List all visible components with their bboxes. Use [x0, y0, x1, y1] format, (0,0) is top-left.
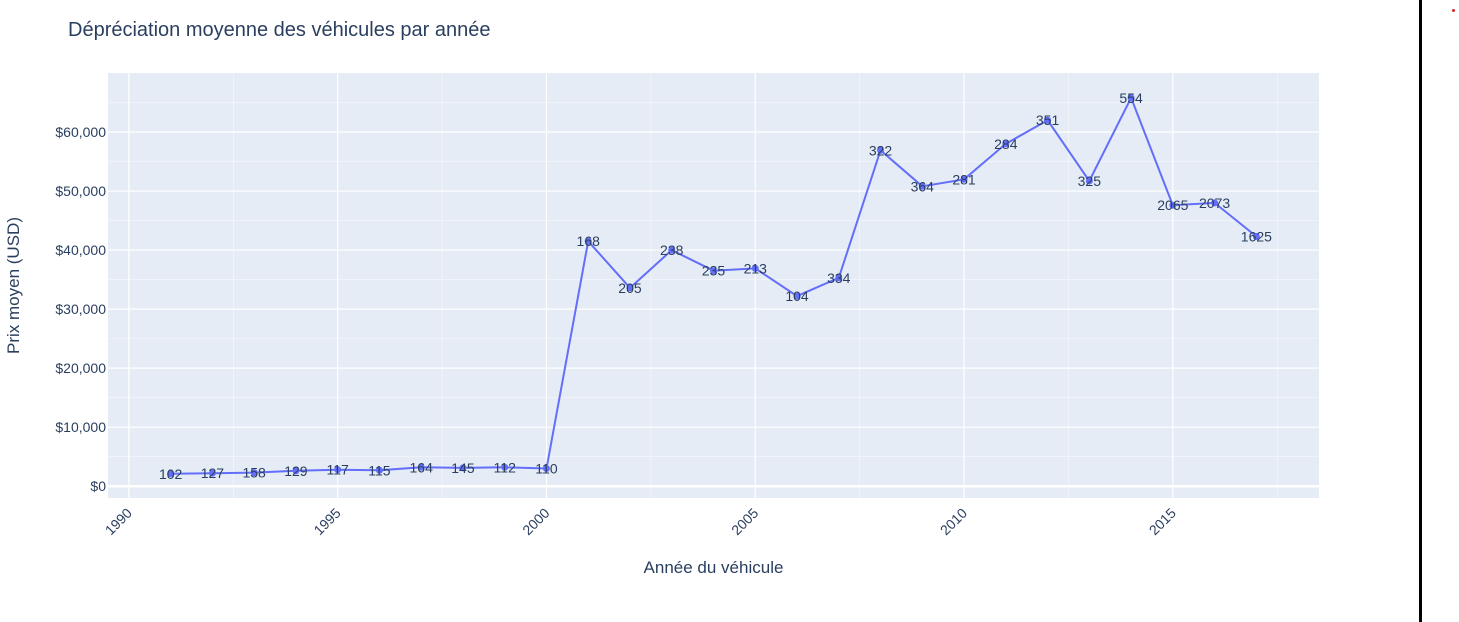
data-label: 158 [242, 465, 266, 481]
data-point [417, 463, 425, 471]
indicator-dot [1452, 9, 1455, 12]
series-markers [167, 94, 1260, 478]
data-point [1085, 177, 1093, 185]
data-point [1169, 201, 1177, 209]
data-label: 127 [201, 465, 225, 481]
data-label: 164 [410, 459, 434, 475]
data-label: 115 [368, 462, 391, 478]
chart-title: Dépréciation moyenne des véhicules par a… [68, 19, 491, 41]
data-point [668, 246, 676, 254]
data-point [793, 292, 801, 300]
data-label: 110 [535, 460, 558, 476]
y-axis-ticks: $0 $10,000 $20,000 $30,000 $40,000 $50,000 $60… [55, 124, 106, 494]
data-point [626, 284, 634, 292]
data-point [835, 274, 843, 282]
x-tick-label: 1995 [310, 505, 343, 538]
data-point [501, 463, 509, 471]
data-label: 145 [451, 460, 475, 476]
x-tick-label: 1990 [102, 505, 135, 538]
y-tick-label: $0 [90, 478, 106, 494]
grid-lines [108, 73, 1319, 498]
data-point [459, 464, 467, 472]
data-point [167, 470, 175, 478]
data-label: 235 [702, 263, 726, 279]
data-label: 117 [327, 462, 350, 478]
data-point [960, 175, 968, 183]
data-point [877, 146, 885, 154]
data-label: 205 [618, 280, 642, 296]
data-point [375, 466, 383, 474]
data-label: 284 [994, 136, 1018, 152]
data-point [584, 237, 592, 245]
data-label: 102 [159, 466, 183, 482]
data-point [250, 469, 258, 477]
data-point [292, 467, 300, 475]
data-label: 168 [577, 233, 601, 249]
data-point [1252, 233, 1260, 241]
data-label: 112 [494, 459, 517, 475]
data-label: 351 [1036, 112, 1060, 128]
data-point [1127, 94, 1135, 102]
x-tick-label: 2015 [1146, 505, 1179, 538]
data-label: 1625 [1241, 229, 1272, 245]
window-edge-divider [1419, 0, 1422, 622]
y-tick-label: $10,000 [55, 419, 106, 435]
data-point [334, 466, 342, 474]
data-labels: 102 127 158 129 117 115 164 145 112 110 168 205 238 2… [159, 90, 1272, 482]
data-point [918, 182, 926, 190]
data-label: 322 [869, 142, 893, 158]
plot-area [108, 73, 1319, 498]
data-label: 554 [1119, 90, 1143, 106]
data-label: 2073 [1199, 195, 1230, 211]
data-label: 2065 [1157, 197, 1188, 213]
y-tick-label: $60,000 [55, 124, 106, 140]
x-axis-title: Année du véhicule [644, 558, 784, 577]
data-point [1002, 140, 1010, 148]
data-label: 129 [284, 463, 308, 479]
x-axis-ticks: 1990 1995 2000 2005 2010 2015 [102, 505, 1179, 538]
data-label: 238 [660, 242, 684, 258]
y-tick-label: $20,000 [55, 360, 106, 376]
data-point [710, 267, 717, 275]
y-tick-label: $30,000 [55, 301, 106, 317]
x-tick-label: 2010 [937, 505, 970, 538]
data-label: 364 [911, 178, 935, 194]
y-axis-title: Prix moyen (USD) [4, 217, 23, 354]
data-point [751, 264, 759, 272]
data-label: 325 [1078, 173, 1102, 189]
x-tick-label: 2000 [519, 505, 552, 538]
data-point [1044, 116, 1052, 124]
data-point [542, 464, 550, 472]
data-label: 104 [785, 288, 809, 304]
data-label: 213 [744, 260, 768, 276]
x-tick-label: 2005 [728, 505, 761, 538]
y-tick-label: $50,000 [55, 183, 106, 199]
data-point [208, 469, 216, 477]
data-label: 281 [952, 171, 976, 187]
data-label: 334 [827, 270, 851, 286]
y-tick-label: $40,000 [55, 242, 106, 258]
data-point [1211, 199, 1219, 207]
